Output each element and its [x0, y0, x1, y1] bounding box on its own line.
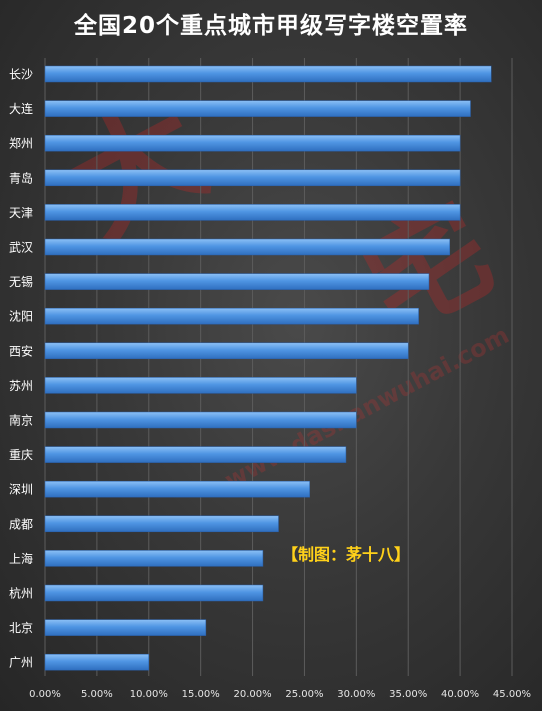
category-label: 重庆	[9, 448, 33, 462]
category-label: 武汉	[9, 241, 33, 255]
bar	[44, 446, 347, 463]
category-label: 沈阳	[9, 309, 33, 324]
bar	[44, 377, 357, 394]
x-tick-label: 20.00%	[233, 689, 271, 700]
category-label: 无锡	[9, 274, 33, 289]
category-label: 北京	[9, 621, 33, 635]
chart-title: 全国20个重点城市甲级写字楼空置率	[73, 13, 468, 39]
bar	[44, 653, 150, 671]
bar	[44, 100, 471, 117]
bar	[44, 169, 461, 187]
category-label: 杭州	[9, 586, 33, 601]
x-tick-label: 35.00%	[389, 689, 427, 700]
category-label: 上海	[9, 551, 33, 566]
category-label: 西安	[9, 343, 33, 358]
category-label: 苏州	[9, 379, 33, 393]
bar	[44, 515, 279, 533]
category-label: 成都	[9, 517, 33, 531]
bar	[44, 619, 207, 636]
x-tick-label: 40.00%	[441, 689, 479, 700]
x-tick-label: 25.00%	[285, 689, 323, 700]
bar	[44, 307, 419, 325]
bar	[44, 480, 310, 498]
x-tick-label: 10.00%	[130, 689, 168, 700]
bar	[44, 273, 430, 290]
bar	[44, 204, 461, 221]
x-tick-label: 15.00%	[182, 689, 220, 700]
category-label: 广州	[9, 656, 33, 670]
x-tick-label: 0.00%	[29, 689, 61, 700]
bar	[44, 134, 461, 152]
bar	[44, 238, 450, 256]
x-tick-label: 5.00%	[81, 689, 113, 700]
x-tick-label: 45.00%	[493, 689, 531, 700]
x-tick-label: 30.00%	[337, 689, 375, 700]
category-label: 南京	[9, 413, 33, 428]
bar	[44, 411, 357, 429]
category-label: 长沙	[9, 68, 33, 82]
category-label: 青岛	[9, 170, 33, 185]
category-label: 大连	[9, 101, 33, 116]
category-label: 郑州	[9, 136, 33, 151]
bar	[44, 65, 492, 83]
bar	[44, 342, 409, 360]
category-label: 深圳	[9, 483, 33, 497]
bar	[44, 584, 264, 602]
category-label: 天津	[9, 206, 33, 220]
bar	[44, 550, 264, 567]
chart-annotation: 【制图：茅十八】	[282, 545, 411, 564]
